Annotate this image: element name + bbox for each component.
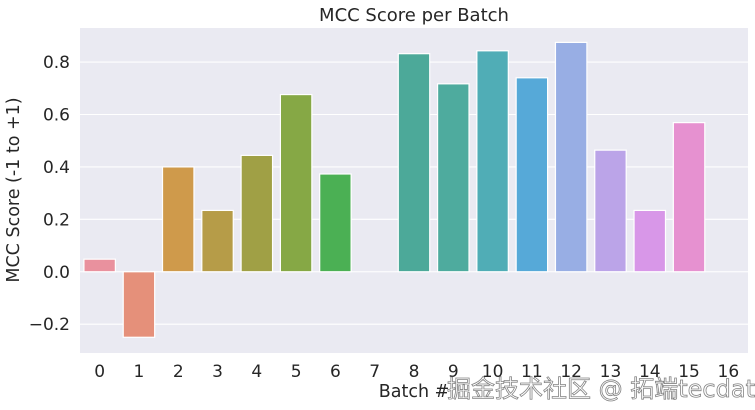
y-tick-label: −0.2 (29, 315, 70, 335)
y-axis-ticks: −0.2 0.0 0.2 0.4 0.6 0.8 (29, 53, 70, 335)
bar-batch-15 (672, 122, 706, 273)
y-tick-label: 0.8 (43, 53, 70, 73)
bar-batch-14 (633, 209, 667, 273)
bar-batch-9 (436, 83, 470, 273)
x-axis-label: Batch # (378, 382, 450, 402)
x-tick-label: 15 (678, 362, 700, 382)
x-tick-label: 16 (718, 362, 740, 382)
bar-batch-10 (476, 50, 509, 273)
x-tick-label: 9 (448, 362, 459, 382)
bar-batch-4 (240, 154, 274, 273)
x-tick-label: 7 (369, 362, 380, 382)
x-tick-label: 5 (291, 362, 302, 382)
bar-batch-1 (122, 271, 156, 338)
bars (83, 41, 706, 338)
bar-batch-0 (83, 258, 116, 273)
y-tick-label: 0.0 (43, 263, 70, 283)
x-tick-label: 14 (639, 362, 661, 382)
bar-batch-5 (279, 93, 313, 273)
bar-batch-3 (201, 209, 234, 273)
x-tick-label: 6 (330, 362, 341, 382)
x-tick-label: 2 (173, 362, 184, 382)
x-tick-label: 12 (560, 362, 582, 382)
x-tick-label: 1 (134, 362, 145, 382)
y-tick-label: 0.6 (43, 105, 70, 125)
bar-batch-8 (397, 53, 431, 273)
bar-batch-6 (319, 173, 352, 273)
x-tick-label: 4 (251, 362, 262, 382)
bar-batch-11 (515, 77, 549, 273)
chart-title: MCC Score per Batch (319, 5, 509, 26)
bar-batch-13 (594, 149, 627, 273)
x-tick-label: 0 (94, 362, 105, 382)
x-tick-label: 3 (212, 362, 223, 382)
x-tick-label: 10 (482, 362, 504, 382)
x-tick-label: 8 (409, 362, 420, 382)
x-axis-ticks: 0 1 2 3 4 5 6 7 8 9 10 11 12 13 14 15 16 (94, 362, 739, 382)
watermark-text: 掘金技术社区 @ 拓端tecdat (447, 375, 755, 404)
y-tick-label: 0.2 (43, 210, 70, 230)
bar-batch-12 (554, 41, 588, 273)
x-tick-label: 11 (521, 362, 543, 382)
bar-batch-2 (161, 166, 195, 273)
y-tick-label: 0.4 (43, 158, 70, 178)
x-tick-label: 13 (600, 362, 622, 382)
